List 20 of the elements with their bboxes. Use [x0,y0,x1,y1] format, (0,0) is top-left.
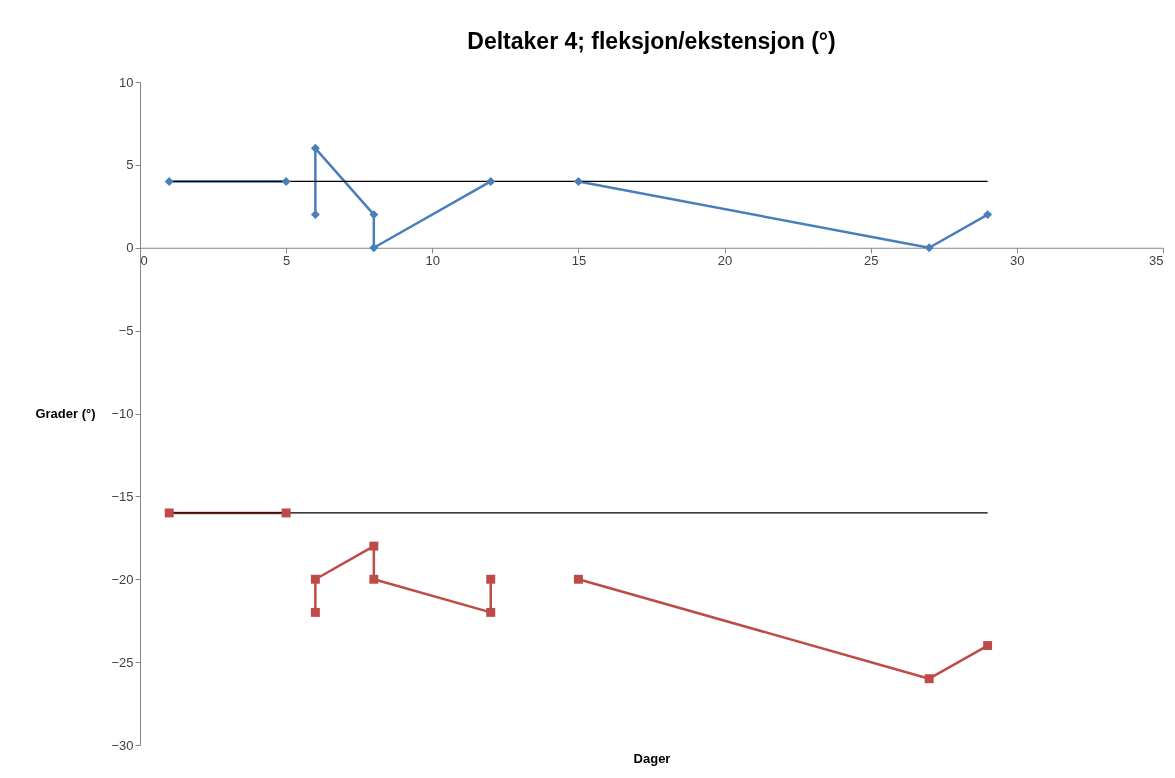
x-tick-label: 25 [863,253,879,269]
y-tick-label: 10 [119,74,134,90]
x-tick-label: 15 [571,253,587,269]
y-tick-label: −10 [111,406,134,421]
y-tick-label: −15 [111,488,134,504]
chart-title: Deltaker 4; fleksjon/ekstensjon (°) [467,28,836,54]
x-tick-label: 10 [425,253,441,269]
x-tick-label: 5 [283,253,291,269]
x-tick-label: 30 [1010,253,1025,269]
x-axis-title: Dager [633,750,671,766]
y-tick-label: −30 [111,737,134,753]
x-tick-label: 0 [140,253,148,269]
y-tick-label: −5 [118,323,134,339]
y-tick-label: −20 [111,571,134,587]
x-tick-label: 35 [1149,253,1164,269]
y-tick-label: −25 [111,654,134,670]
y-axis-title: Grader (°) [35,406,96,421]
y-tick-label: 0 [126,240,134,256]
x-tick-label: 20 [717,253,733,269]
y-tick-label: 5 [126,157,134,173]
